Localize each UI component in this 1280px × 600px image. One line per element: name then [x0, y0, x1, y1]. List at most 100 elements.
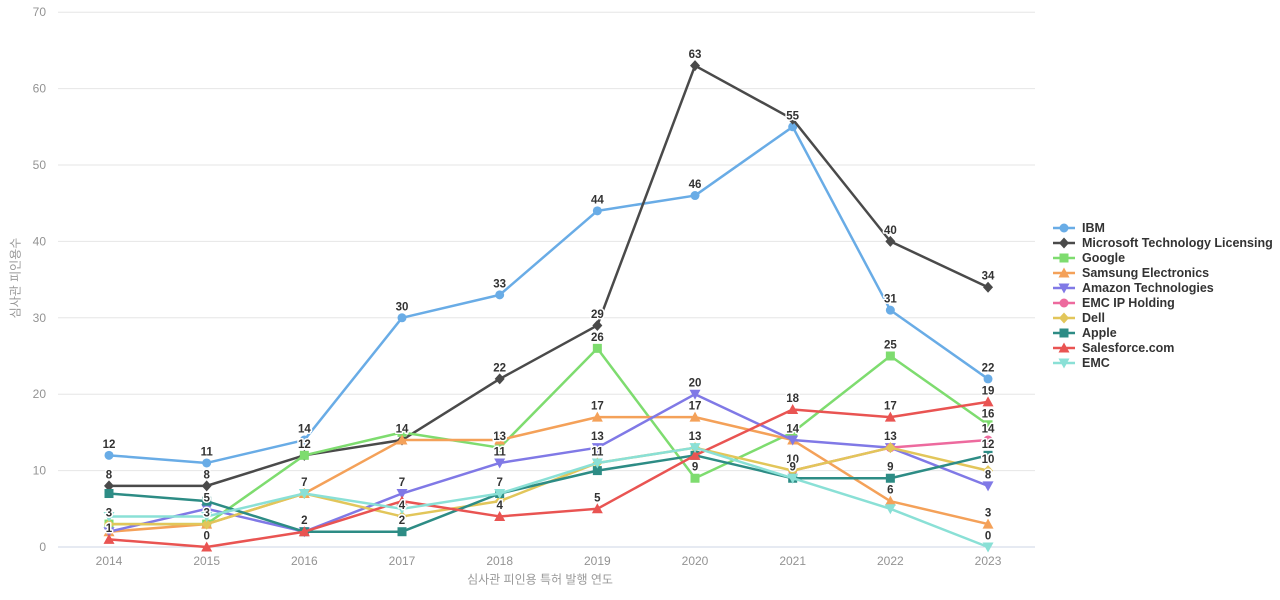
- data-point-salesforce-com-2017: [396, 495, 408, 506]
- data-point-apple-2019: [592, 466, 602, 476]
- legend-marker-icon: [1053, 328, 1075, 338]
- data-label-microsoft-technology-licensing-2014: 8: [106, 469, 113, 481]
- y-tick-label: 50: [33, 158, 47, 172]
- data-point-ibm-2021: [788, 122, 798, 132]
- data-point-dell-2017: [397, 510, 408, 522]
- data-label-salesforce-com-2023: 19: [982, 385, 995, 397]
- data-point-salesforce-com-2019: [591, 503, 603, 514]
- series-line-emc: [107, 446, 990, 549]
- data-label-salesforce-com-2021: 18: [786, 393, 799, 405]
- legend-label: Microsoft Technology Licensing: [1082, 236, 1273, 250]
- legend-marker-icon: [1053, 358, 1075, 369]
- y-tick-label: 30: [33, 311, 47, 325]
- data-point-microsoft-technology-licensing-2019: [592, 319, 603, 331]
- data-label-ibm-2014: 12: [103, 439, 116, 451]
- data-label-apple-2023: 12: [982, 439, 995, 451]
- data-label-salesforce-com-2015: 0: [203, 531, 209, 543]
- data-point-ibm-2015: [202, 458, 212, 468]
- data-label-ibm-2017: 30: [396, 301, 409, 313]
- legend-item-amazon-technologies[interactable]: Amazon Technologies: [1052, 282, 1273, 294]
- data-point-dell-2022: [885, 442, 896, 454]
- legend: IBM Microsoft Technology Licensing Google S…: [1052, 222, 1273, 369]
- data-label-samsung-electronics-2022: 6: [887, 485, 893, 497]
- data-point-emc-2017: [396, 504, 408, 515]
- data-label-amazon-technologies-2020: 20: [689, 378, 702, 390]
- legend-label: Samsung Electronics: [1082, 266, 1210, 280]
- data-point-samsung-electronics-2023: [982, 518, 994, 529]
- data-label-samsung-electronics-2019: 17: [591, 401, 604, 413]
- data-point-samsung-electronics-2019: [591, 411, 603, 422]
- data-label-amazon-technologies-2019: 13: [591, 431, 604, 443]
- y-tick-label: 20: [33, 387, 47, 401]
- data-label-apple-2022: 9: [887, 462, 893, 474]
- legend-marker-icon: [1053, 298, 1075, 308]
- legend-item-microsoft-technology-licensing[interactable]: Microsoft Technology Licensing: [1052, 237, 1273, 249]
- data-point-google-2021: [788, 427, 798, 437]
- legend-marker-icon: [1053, 312, 1075, 324]
- data-label-samsung-electronics-2020: 17: [689, 401, 702, 413]
- x-tick-label: 2022: [877, 554, 904, 568]
- series-line-amazon-technologies: [107, 392, 990, 533]
- data-label-emc-2019: 11: [591, 446, 604, 458]
- data-label-salesforce-com-2016: 2: [301, 515, 307, 527]
- legend-item-apple[interactable]: Apple: [1052, 327, 1273, 339]
- legend-item-ibm[interactable]: IBM: [1052, 222, 1273, 234]
- legend-item-samsung-electronics[interactable]: Samsung Electronics: [1052, 267, 1273, 279]
- y-tick-label: 10: [33, 464, 47, 478]
- data-point-amazon-technologies-2018: [494, 458, 506, 469]
- data-point-dell-2018: [494, 495, 505, 507]
- data-point-ibm-2017: [397, 313, 407, 323]
- data-label-google-2018: 13: [493, 431, 506, 443]
- data-point-apple-2022: [885, 473, 895, 483]
- data-label-salesforce-com-2018: 4: [496, 500, 503, 512]
- data-point-ibm-2023: [983, 374, 993, 384]
- data-point-emc-2016: [298, 489, 310, 500]
- data-point-amazon-technologies-2021: [787, 435, 799, 446]
- x-tick-label: 2023: [975, 554, 1002, 568]
- data-point-salesforce-com-2014: [103, 533, 115, 544]
- data-label-microsoft-technology-licensing-2016: 12: [298, 439, 311, 451]
- data-label-amazon-technologies-2018: 11: [494, 446, 507, 458]
- data-label-dell-2023: 10: [982, 454, 995, 466]
- x-tick-label: 2020: [682, 554, 709, 568]
- data-point-microsoft-technology-licensing-2014: [104, 480, 114, 492]
- y-tick-label: 70: [33, 5, 47, 19]
- data-point-ibm-2022: [885, 305, 895, 315]
- legend-item-emc-ip-holding[interactable]: EMC IP Holding: [1052, 297, 1273, 309]
- legend-marker-icon: [1053, 237, 1075, 249]
- data-label-dell-2017: 4: [399, 500, 406, 512]
- data-point-salesforce-com-2015: [201, 541, 213, 552]
- legend-label: IBM: [1082, 221, 1105, 235]
- legend-item-google[interactable]: Google: [1052, 252, 1273, 264]
- data-point-emc-2021: [787, 473, 799, 484]
- data-label-salesforce-com-2019: 5: [594, 492, 601, 504]
- data-point-microsoft-technology-licensing-2020: [690, 60, 701, 72]
- data-point-dell-2015: [201, 518, 212, 530]
- y-tick-label: 0: [39, 540, 46, 554]
- data-point-salesforce-com-2016: [298, 526, 310, 537]
- data-point-apple-2023: [983, 450, 993, 460]
- legend-item-salesforce-com[interactable]: Salesforce.com: [1052, 342, 1273, 354]
- data-label-ibm-2022: 31: [884, 294, 897, 306]
- data-point-google-2022: [885, 351, 895, 361]
- data-label-ibm-2021: 55: [786, 110, 799, 122]
- data-point-ibm-2014: [104, 450, 114, 460]
- data-point-microsoft-technology-licensing-2023: [983, 281, 994, 293]
- legend-item-emc[interactable]: EMC: [1052, 357, 1273, 369]
- data-label-amazon-technologies-2021: 14: [786, 424, 799, 436]
- legend-marker-icon: [1053, 267, 1075, 278]
- data-point-emc-2020: [689, 443, 701, 454]
- legend-marker-icon: [1053, 283, 1075, 294]
- series-line-microsoft-technology-licensing: [107, 64, 990, 488]
- data-label-salesforce-com-2014: 1: [106, 523, 113, 535]
- data-label-emc-ip-holding-2023: 14: [982, 424, 995, 436]
- data-point-dell-2021: [787, 465, 798, 477]
- data-point-amazon-technologies-2019: [591, 443, 603, 454]
- x-tick-label: 2015: [193, 554, 220, 568]
- data-label-emc-2016: 7: [301, 477, 307, 489]
- legend-item-dell[interactable]: Dell: [1052, 312, 1273, 324]
- data-label-google-2019: 26: [591, 332, 604, 344]
- data-label-apple-2017: 2: [399, 515, 405, 527]
- data-label-apple-2021: 9: [789, 462, 795, 474]
- x-tick-label: 2017: [389, 554, 416, 568]
